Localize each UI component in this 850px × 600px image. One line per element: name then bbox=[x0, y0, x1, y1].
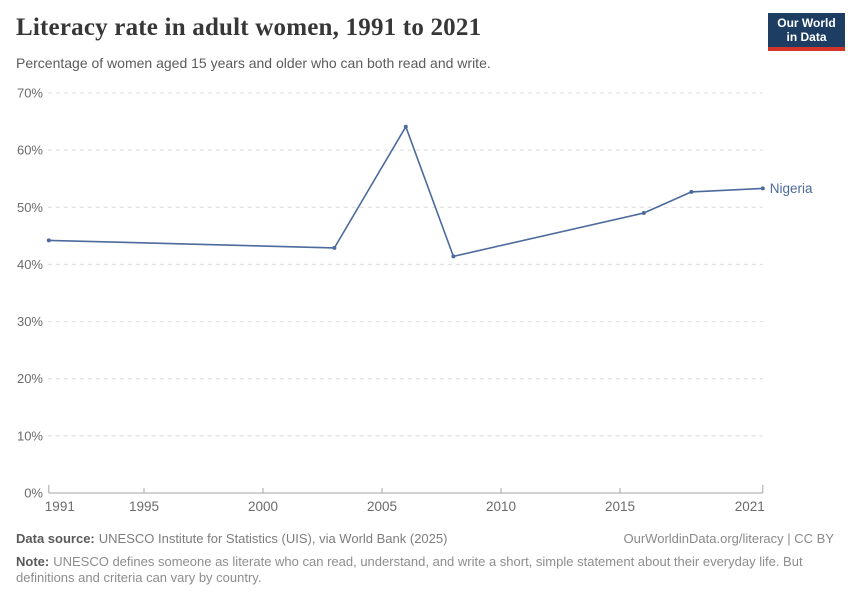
y-tick-label: 30% bbox=[17, 314, 43, 329]
owid-logo-text: Our World in Data bbox=[768, 13, 845, 47]
page-title: Literacy rate in adult women, 1991 to 20… bbox=[16, 14, 482, 41]
x-tick-label: 2000 bbox=[248, 499, 278, 514]
y-tick-label: 70% bbox=[17, 86, 43, 101]
y-tick-label: 60% bbox=[17, 143, 43, 158]
x-tick-label: 2021 bbox=[735, 499, 765, 514]
owid-license-link[interactable]: OurWorldinData.org/literacy | CC BY bbox=[623, 531, 834, 546]
data-source-label: Data source: bbox=[16, 531, 95, 546]
y-tick-label: 10% bbox=[17, 428, 43, 443]
data-point-2003[interactable] bbox=[332, 245, 337, 250]
x-tick-label: 1995 bbox=[129, 499, 159, 514]
data-source-text: UNESCO Institute for Statistics (UIS), v… bbox=[98, 531, 448, 546]
x-tick-label: 2010 bbox=[486, 499, 516, 514]
owid-logo-accent-bar bbox=[768, 47, 845, 51]
note-text: UNESCO defines someone as literate who c… bbox=[16, 554, 803, 585]
owid-logo-line1: Our World bbox=[777, 16, 836, 30]
owid-logo[interactable]: Our World in Data bbox=[768, 13, 845, 51]
note-label: Note: bbox=[16, 554, 50, 569]
footer-note: Note: UNESCO defines someone as literate … bbox=[16, 554, 808, 586]
x-tick-label: 2005 bbox=[367, 499, 397, 514]
x-tick-label: 2015 bbox=[605, 499, 635, 514]
data-point-2018[interactable] bbox=[689, 189, 694, 194]
x-tick-label: 1991 bbox=[45, 499, 75, 514]
footer-source-row: Data source: UNESCO Institute for Statist… bbox=[16, 531, 834, 546]
data-point-2008[interactable] bbox=[451, 254, 456, 259]
y-tick-label: 20% bbox=[17, 371, 43, 386]
y-tick-label: 50% bbox=[17, 200, 43, 215]
data-source: Data source: UNESCO Institute for Statist… bbox=[16, 531, 447, 546]
page-subtitle: Percentage of women aged 15 years and ol… bbox=[16, 55, 491, 71]
series-label-nigeria[interactable]: Nigeria bbox=[770, 181, 813, 196]
y-tick-label: 40% bbox=[17, 257, 43, 272]
data-point-2016[interactable] bbox=[641, 211, 646, 215]
data-point-1991[interactable] bbox=[46, 238, 51, 243]
owid-logo-line2: in Data bbox=[786, 30, 827, 44]
y-tick-label: 0% bbox=[24, 486, 43, 501]
data-point-2006[interactable] bbox=[403, 124, 408, 129]
data-point-2021[interactable] bbox=[760, 186, 765, 191]
series-line-nigeria[interactable] bbox=[47, 125, 764, 258]
